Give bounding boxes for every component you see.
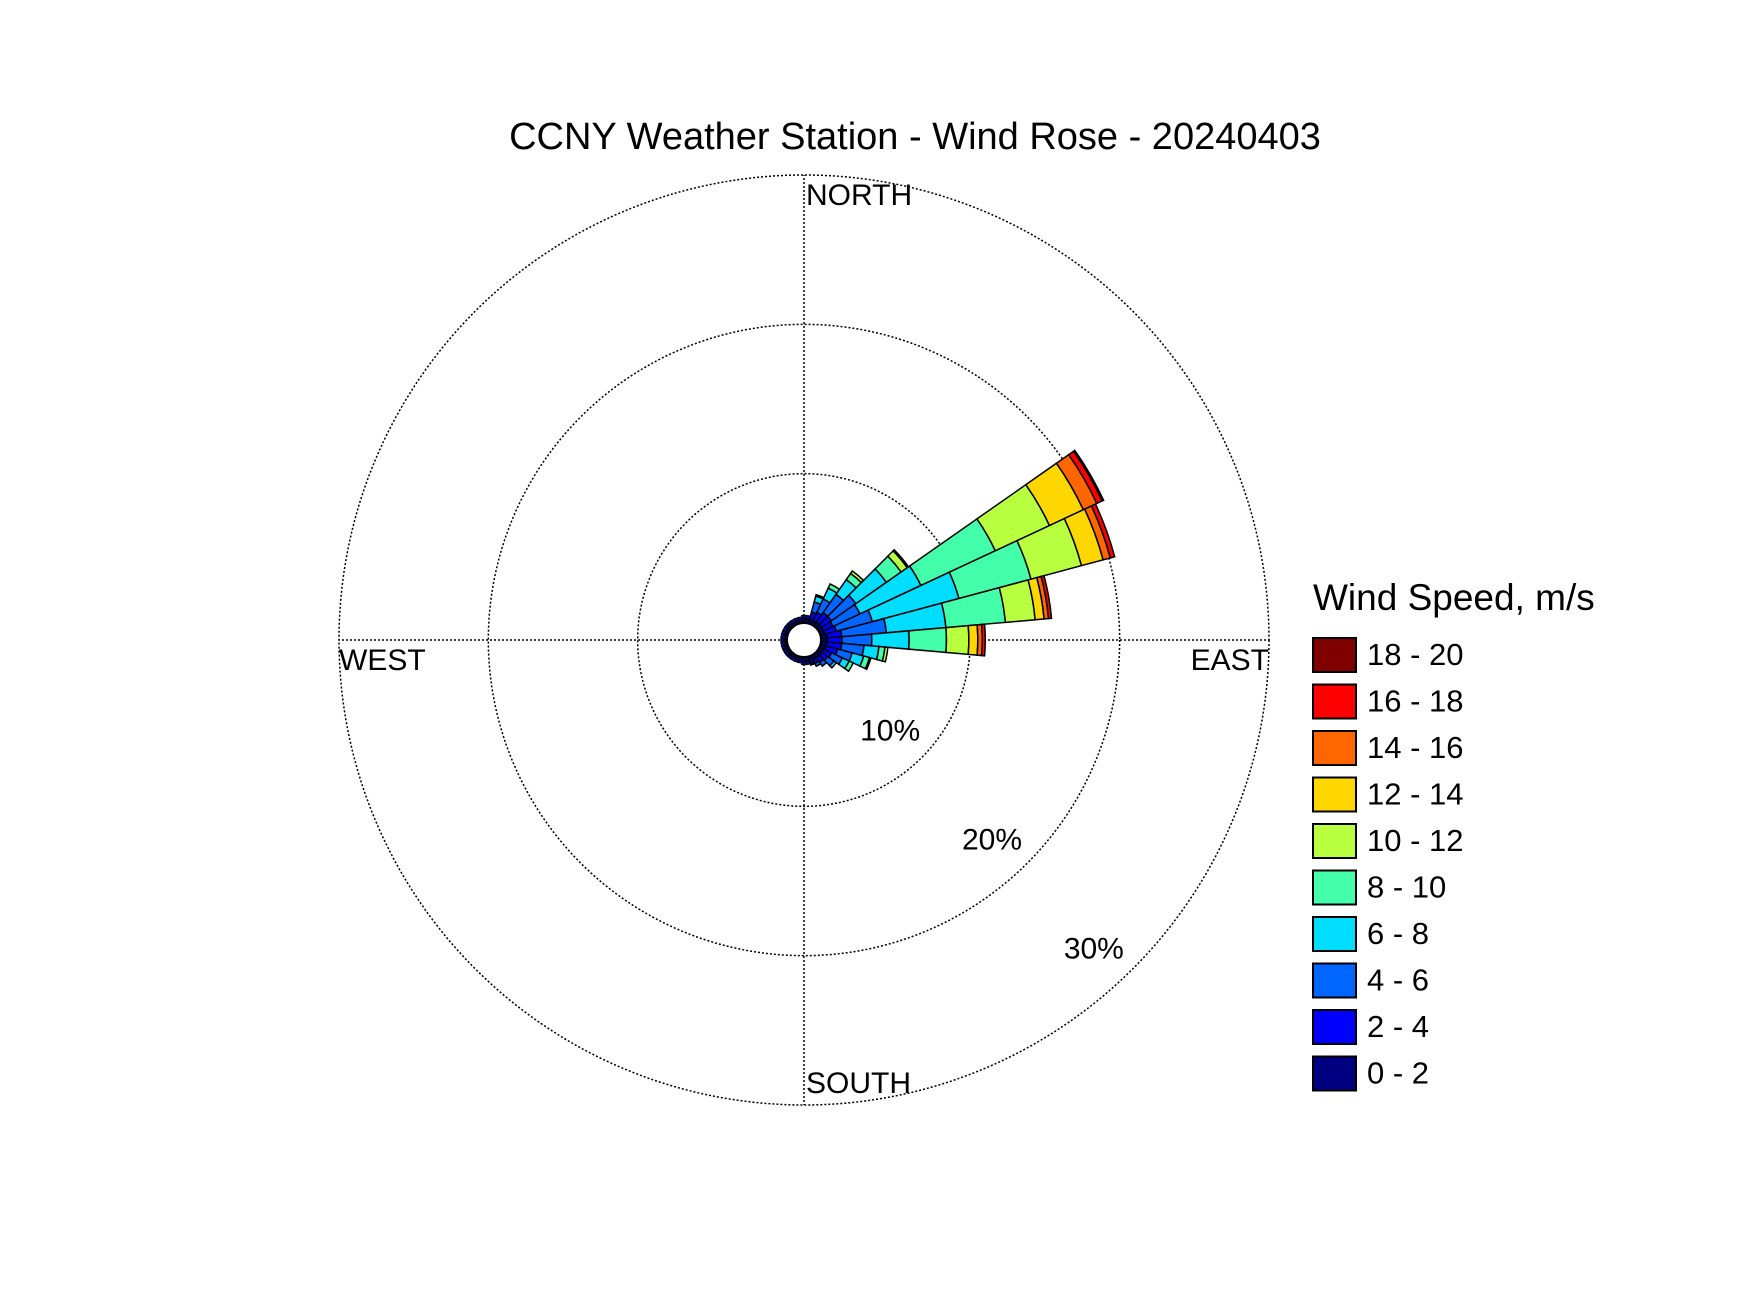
wedge-segment [945, 624, 970, 656]
center-hole [786, 622, 822, 658]
legend-swatch [1312, 823, 1357, 859]
legend-title: Wind Speed, m/s [1313, 577, 1595, 618]
legend-swatch [1312, 1055, 1357, 1092]
wedge-segment [1072, 449, 1105, 502]
wedge-segment [813, 660, 822, 668]
legend-swatch [1312, 869, 1357, 906]
wedge-segment [881, 646, 889, 663]
grid-ring [487, 323, 1121, 957]
wedge-segment [980, 623, 987, 657]
chart-title: CCNY Weather Station - Wind Rose - 20240… [509, 116, 1321, 158]
wedge-segment [818, 658, 828, 668]
direction-label: NORTH [806, 179, 912, 212]
legend-label: 16 - 18 [1367, 684, 1464, 719]
wedge-segment [967, 624, 979, 656]
legend-swatch [1312, 730, 1357, 766]
wedge-segment [801, 660, 807, 666]
legend-label: 18 - 20 [1367, 637, 1464, 672]
legend-swatch [1312, 776, 1357, 813]
legend-label: 14 - 16 [1367, 730, 1464, 765]
direction-label: SOUTH [806, 1067, 911, 1100]
legend-label: 2 - 4 [1367, 1009, 1429, 1044]
legend-swatch [1312, 962, 1357, 999]
legend-swatch [1312, 1009, 1357, 1045]
r-tick-label: 10% [860, 714, 920, 747]
wedge-segment [797, 616, 804, 622]
direction-label: WEST [339, 644, 426, 677]
r-tick-label: 30% [1064, 933, 1124, 966]
legend-label: 10 - 12 [1367, 823, 1464, 858]
r-tick-label: 20% [962, 824, 1022, 857]
legend-label: 4 - 6 [1367, 963, 1429, 998]
wedge-segment [843, 660, 855, 673]
legend-label: 0 - 2 [1367, 1056, 1429, 1091]
wedge-segment [1040, 574, 1053, 620]
wedge-segment [907, 626, 948, 654]
wedge-segment [864, 656, 872, 671]
legend-label: 6 - 8 [1367, 916, 1429, 951]
legend-label: 12 - 14 [1367, 777, 1464, 812]
legend-label: 8 - 10 [1367, 870, 1446, 905]
direction-label: EAST [1191, 644, 1269, 677]
legend-swatch [1312, 916, 1357, 952]
legend-swatch [1312, 683, 1357, 720]
legend-swatch [1312, 637, 1357, 673]
wedge-segment [809, 661, 816, 666]
